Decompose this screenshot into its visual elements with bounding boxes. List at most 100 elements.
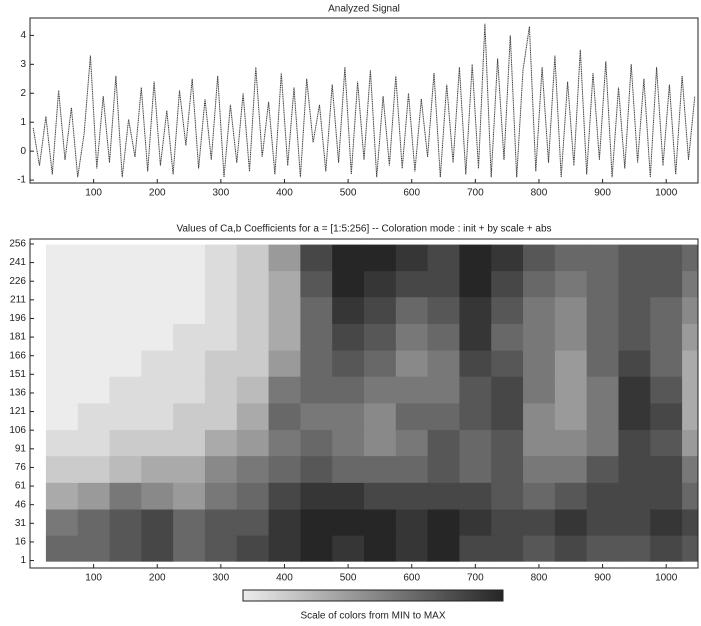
heat-cell: [332, 429, 365, 457]
heat-cell: [268, 535, 301, 562]
y-tick-label: 46: [15, 499, 27, 510]
heat-cell: [554, 535, 588, 562]
y-tick-label: 0: [20, 146, 26, 157]
heat-cell: [45, 482, 79, 510]
heat-cell: [395, 429, 429, 457]
y-tick-label: 181: [9, 332, 26, 343]
heat-cell: [491, 296, 524, 324]
heat-cell: [268, 509, 301, 536]
heat-cell: [523, 244, 556, 272]
heat-cell: [204, 509, 238, 536]
axes-frame: [29, 17, 699, 184]
heat-cell: [268, 270, 301, 298]
heat-cell: [523, 509, 556, 536]
heat-cell: [173, 270, 206, 298]
heat-cell: [554, 429, 588, 457]
heat-cell: [682, 244, 698, 272]
heat-cell: [459, 429, 492, 457]
heat-cell: [682, 509, 698, 536]
heat-cell: [427, 535, 460, 562]
heat-cell: [77, 482, 111, 510]
heat-cell: [332, 376, 365, 404]
heat-cell: [682, 350, 698, 377]
heat-cell: [141, 244, 174, 272]
y-tick-label: 4: [20, 30, 26, 41]
y-tick-label: 121: [9, 406, 26, 417]
heat-cell: [364, 244, 397, 272]
heat-cell: [332, 323, 365, 351]
heat-cell: [523, 482, 556, 510]
heat-cell: [364, 509, 397, 536]
y-tick-label: 1: [20, 117, 26, 128]
y-tick-label: 16: [15, 537, 27, 548]
heat-cell: [395, 323, 429, 351]
heat-cell: [300, 429, 333, 457]
heat-cell: [523, 296, 556, 324]
heat-cell: [300, 376, 333, 404]
heat-cell: [109, 323, 142, 351]
heat-cell: [364, 376, 397, 404]
heat-cell: [204, 323, 238, 351]
heat-cell: [586, 296, 619, 324]
signal-line: [32, 23, 696, 178]
heat-cell: [332, 350, 365, 377]
heat-cell: [332, 482, 365, 510]
heat-cell: [45, 323, 79, 351]
heat-cell: [204, 455, 238, 483]
heat-cell: [332, 296, 365, 324]
heat-cell: [109, 509, 142, 536]
heat-cell: [300, 509, 333, 536]
heat-cell: [523, 350, 556, 377]
heat-cell: [650, 376, 683, 404]
heat-cell: [109, 296, 142, 324]
heat-cell: [682, 455, 698, 483]
heat-cell: [459, 270, 492, 298]
heat-cell: [682, 296, 698, 324]
heat-cell: [45, 509, 79, 536]
x-tick-label: 200: [149, 188, 166, 199]
heat-cell: [77, 244, 111, 272]
heat-cell: [491, 350, 524, 377]
heat-cell: [523, 455, 556, 483]
heat-cell: [45, 296, 79, 324]
heat-cell: [491, 376, 524, 404]
heat-cell: [395, 509, 429, 536]
heat-cell: [586, 244, 619, 272]
heat-cell: [618, 402, 651, 431]
heat-cell: [77, 535, 111, 562]
heat-cell: [204, 482, 238, 510]
heat-cell: [364, 482, 397, 510]
heat-cell: [236, 323, 270, 351]
heat-cell: [491, 270, 524, 298]
heat-cell: [141, 509, 174, 536]
heat-cell: [650, 270, 683, 298]
heat-cell: [173, 455, 206, 483]
y-tick-label: 241: [9, 257, 26, 268]
heat-cell: [45, 535, 79, 562]
heat-cell: [491, 535, 524, 562]
heat-cell: [554, 296, 588, 324]
heat-cell: [427, 509, 460, 536]
heat-cell: [141, 402, 174, 431]
y-tick-label: 226: [9, 276, 26, 287]
x-tick-label: 700: [467, 573, 484, 584]
heat-cell: [395, 296, 429, 324]
heat-cell: [427, 244, 460, 272]
heat-cell: [395, 244, 429, 272]
heat-cell: [300, 455, 333, 483]
heat-cell: [554, 270, 588, 298]
heat-cell: [236, 296, 270, 324]
heat-cell: [109, 350, 142, 377]
heat-cell: [586, 270, 619, 298]
heat-cell: [77, 323, 111, 351]
heat-cell: [650, 323, 683, 351]
heat-cell: [77, 509, 111, 536]
heat-cell: [491, 402, 524, 431]
heat-cell: [141, 429, 174, 457]
y-tick-label: 2: [20, 88, 26, 99]
heat-cell: [554, 482, 588, 510]
heat-cell: [268, 402, 301, 431]
heat-cell: [586, 535, 619, 562]
heat-cell: [586, 350, 619, 377]
heat-cell: [459, 482, 492, 510]
